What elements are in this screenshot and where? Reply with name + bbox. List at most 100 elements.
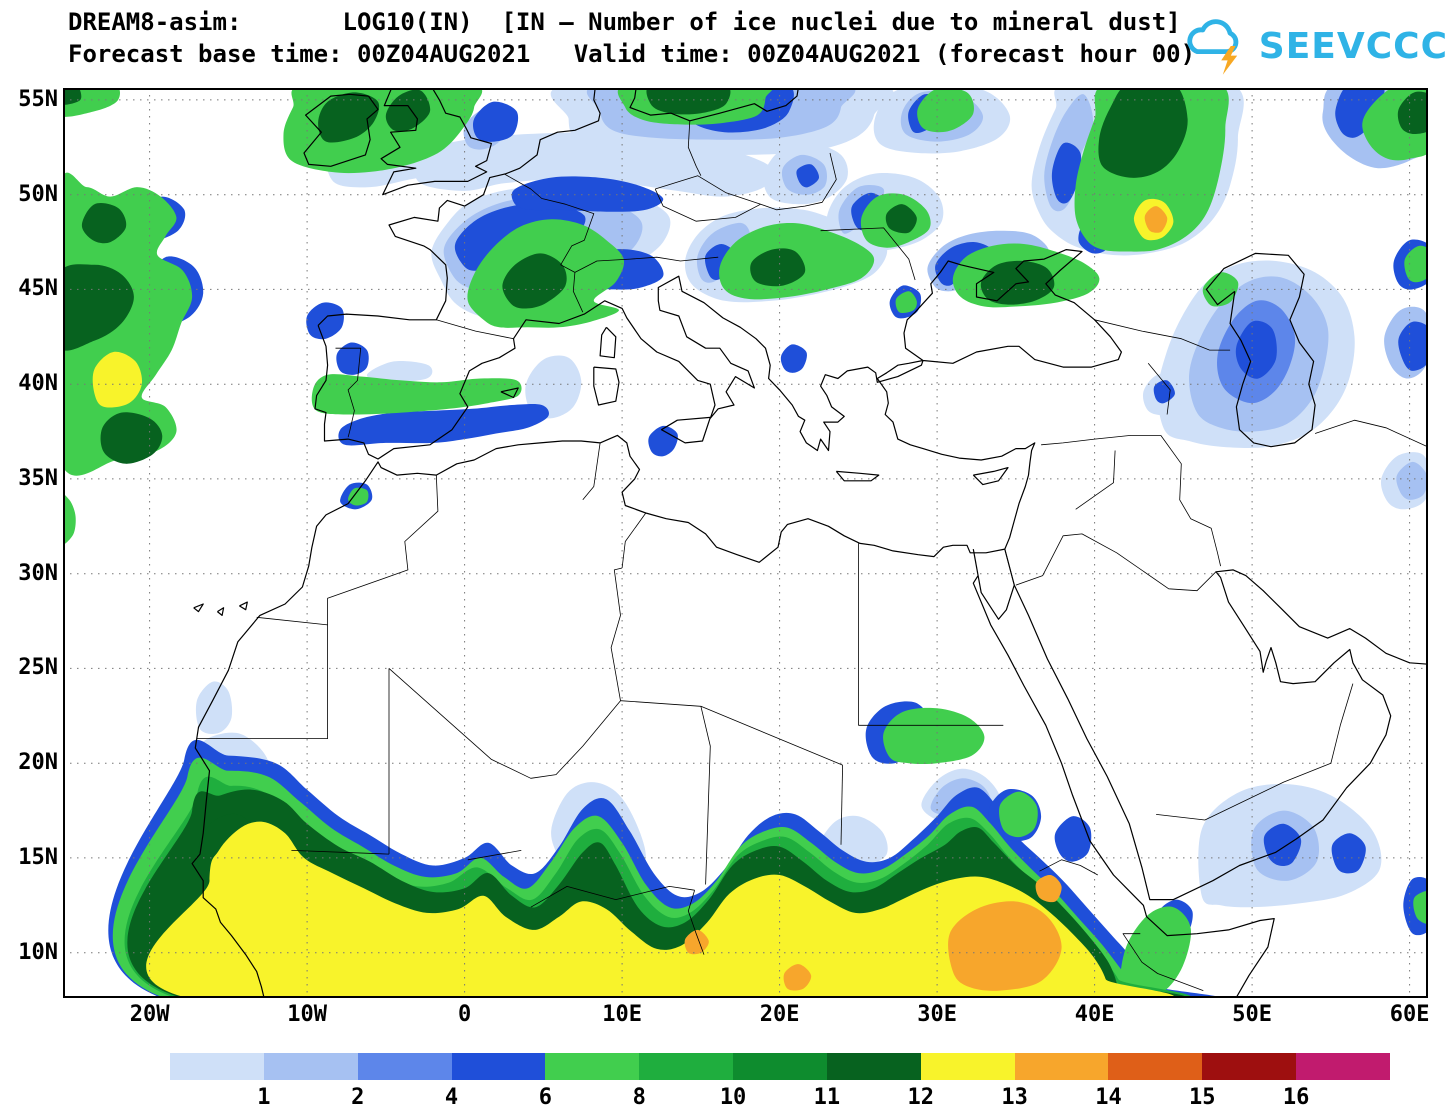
contour-region [1413,890,1428,925]
logo-text: SEEVCCC [1258,25,1448,67]
country-border [610,567,623,701]
lon-tick-label: 20W [129,1002,170,1027]
colorbar-segment [1296,1053,1390,1080]
country-border [1314,419,1428,448]
contour-region [917,88,974,133]
contour-region [511,176,664,212]
colorbar-segment [920,1053,1015,1080]
contour-region [1054,816,1092,862]
country-border [436,319,514,340]
lon-tick-label: 10E [602,1002,642,1027]
contour-region [895,291,917,313]
country-border [621,512,647,569]
contour-region [1263,823,1302,866]
country-border [1122,933,1204,991]
contour-region [648,425,678,457]
lat-tick-label: 30N [18,560,58,586]
contour-fill-layer [63,88,1428,998]
coastline [380,88,492,196]
contour-region [472,101,519,142]
contour-region [684,929,709,955]
seevccc-logo: SEEVCCC [1177,14,1448,78]
lat-tick-label: 45N [18,276,58,302]
contour-region [1153,380,1175,404]
coastline [217,607,225,616]
weather-map [63,88,1428,998]
contour-region [146,821,1175,998]
lat-tick-label: 50N [18,181,58,207]
coastline [903,249,1122,368]
colorbar-label: 4 [444,1085,459,1110]
map-border [63,88,1428,998]
contour-region [195,681,233,734]
country-border [574,256,719,273]
contour-region [385,89,431,132]
country-border [1004,548,1015,586]
contour-region [999,791,1038,838]
country-border [196,616,328,739]
contour-region [338,404,549,446]
contour-region [348,487,369,506]
colorbar-segment [170,1053,264,1080]
colorbar-segment [1202,1053,1297,1080]
border-layer [196,120,1428,991]
lon-tick-label: 30E [917,1002,957,1027]
contour-region [1398,321,1428,371]
colorbar-label: 6 [538,1085,552,1110]
contour-region [1202,272,1239,307]
lon-tick-label: 60E [1389,1002,1430,1027]
contour-region [783,964,812,991]
coastline [629,88,799,122]
country-border [1094,319,1231,351]
contour-region [100,412,163,464]
contour-region [525,355,582,419]
contour-region [1331,833,1366,874]
country-border [327,475,439,625]
map-canvas [63,88,1428,998]
colorbar-label: 14 [1095,1085,1122,1110]
contour-region [1397,91,1428,135]
colorbar-label: 16 [1282,1085,1310,1110]
country-border [700,706,711,885]
contour-region [63,88,82,105]
country-border [1147,363,1171,415]
coastline [660,416,711,444]
contour-region [1335,88,1385,138]
contour-region [1404,245,1428,283]
country-border [1075,450,1116,510]
country-border [1015,533,1217,592]
contour-region [63,493,76,546]
contour-region [885,204,917,234]
country-border [467,850,522,861]
contour-region [1098,88,1188,178]
colorbar-segment [639,1053,734,1080]
coastline [500,387,519,399]
country-border [503,173,595,313]
coastline [193,603,204,613]
coastline [317,88,601,326]
coastline [239,601,248,611]
lat-tick-label: 40N [18,371,58,397]
lat-tick-label: 10N [18,939,58,965]
country-border [1041,435,1161,446]
colorbar [170,1053,1390,1080]
colorbar-segment [451,1053,546,1080]
colorbar-label: 12 [907,1085,935,1110]
country-border [687,120,702,176]
colorbar-label: 11 [813,1085,841,1110]
lon-tick-label: 10W [287,1002,327,1027]
coastline [972,467,1009,486]
colorbar-segment [826,1053,921,1080]
colorbar-label: 10 [719,1085,747,1110]
title-line-1: DREAM8-asim: LOG10(IN) [IN – Number of i… [68,8,1181,36]
coastline [1205,252,1316,448]
colorbar-label: 8 [632,1085,646,1110]
lat-tick-label: 15N [18,844,58,870]
contour-region [336,342,369,375]
contour-region [1035,874,1062,903]
colorbar-segment [1108,1053,1203,1080]
country-border [820,227,916,281]
contour-region [796,164,820,188]
contour-region [63,172,193,476]
coastline [314,325,516,460]
